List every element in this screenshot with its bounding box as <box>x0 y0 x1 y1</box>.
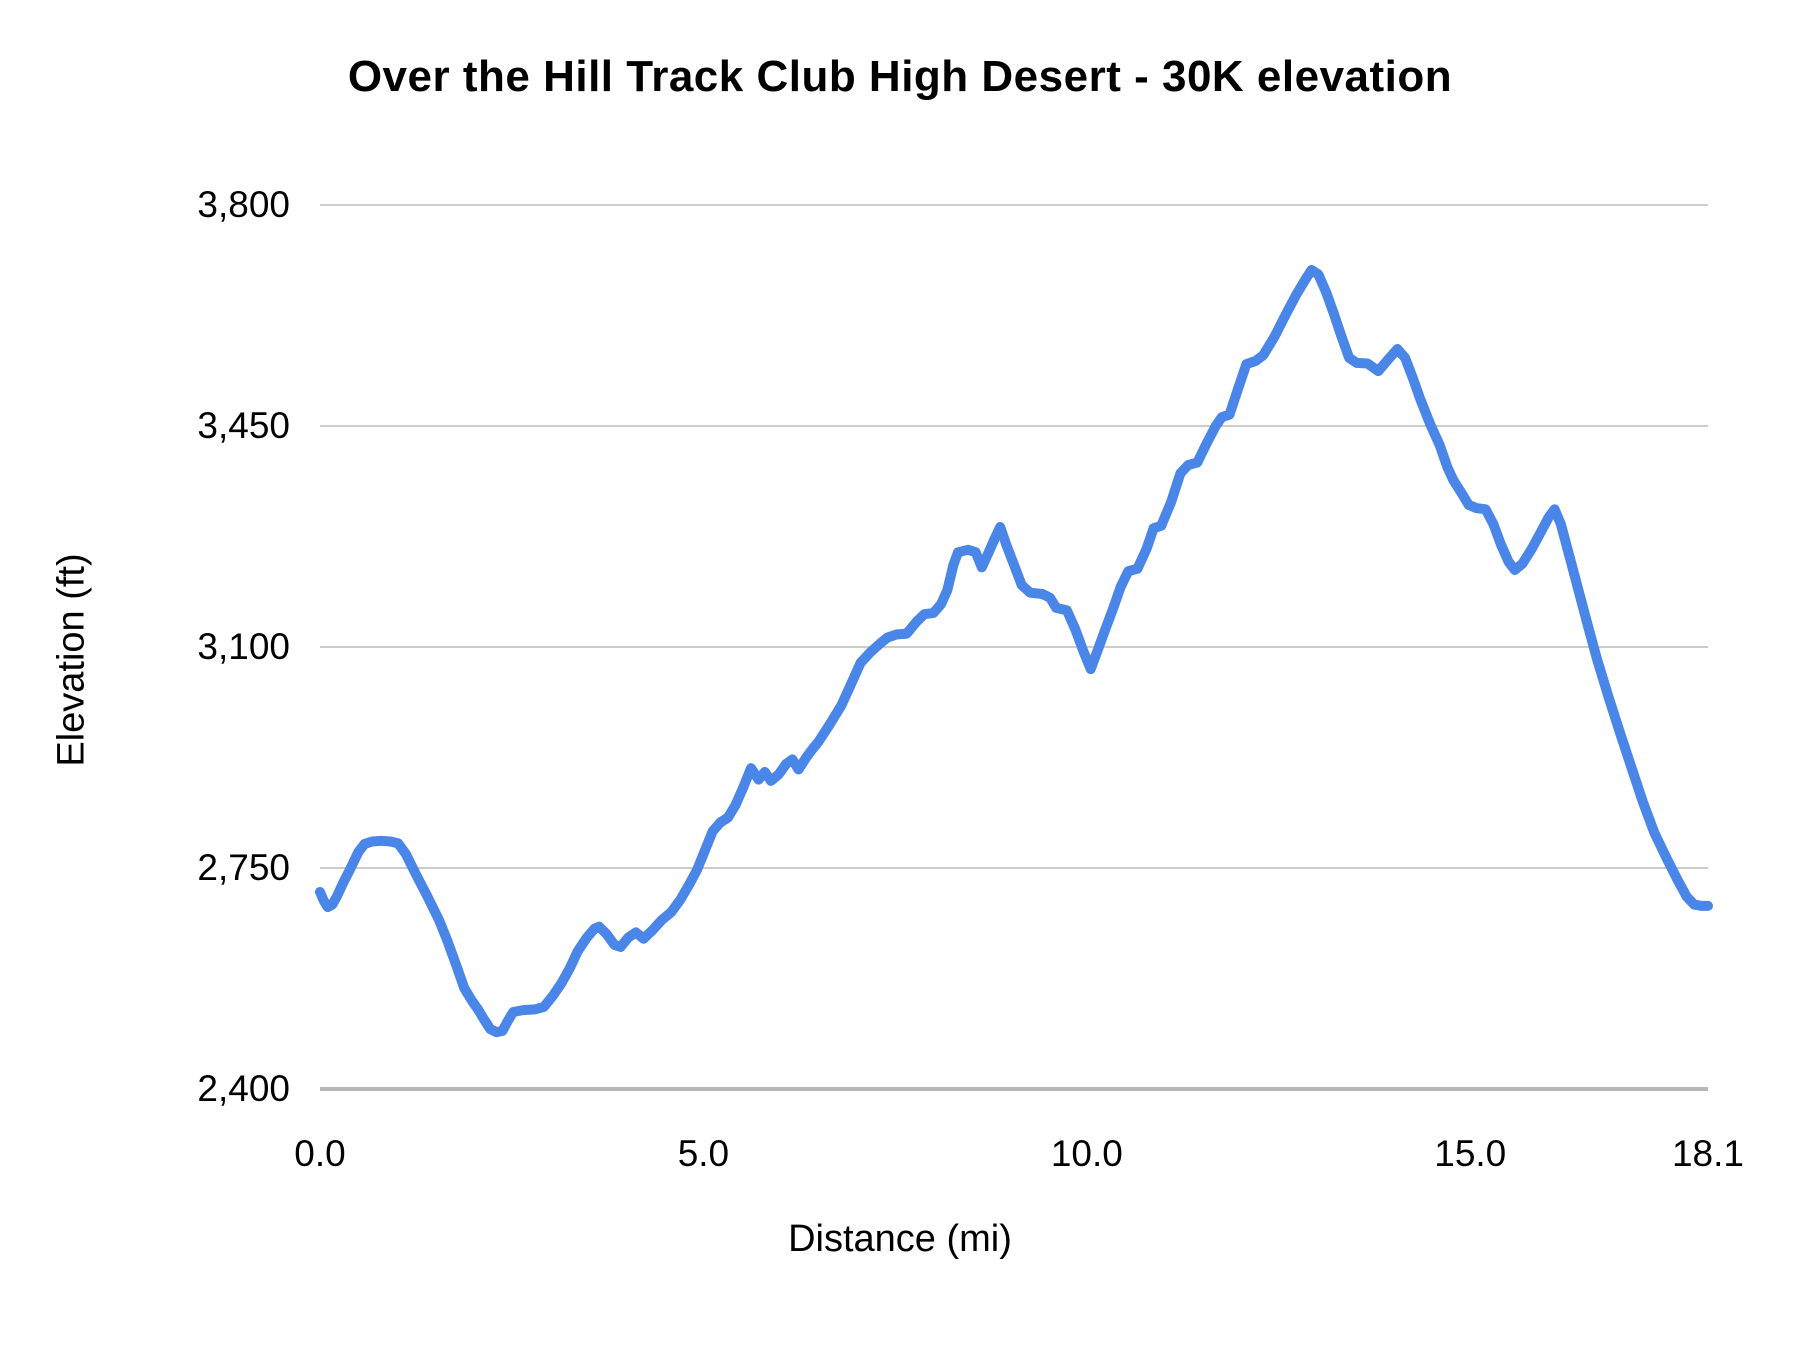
x-tick-label: 0.0 <box>294 1133 346 1174</box>
x-tick-label: 10.0 <box>1050 1133 1123 1174</box>
chart-title: Over the Hill Track Club High Desert - 3… <box>347 52 1453 101</box>
x-axis-title: Distance (mi) <box>788 1218 1012 1260</box>
elevation-line-series <box>315 265 1713 1038</box>
y-tick-label: 2,750 <box>197 847 290 888</box>
x-tick-label: 15.0 <box>1434 1133 1507 1174</box>
x-tick-label: 18.1 <box>1671 1133 1744 1174</box>
y-tick-label: 3,450 <box>197 405 290 446</box>
x-tick-label: 5.0 <box>677 1133 730 1174</box>
y-tick-label: 3,100 <box>197 626 290 667</box>
y-tick-label: 3,800 <box>197 184 290 225</box>
y-tick-label: 2,400 <box>197 1068 290 1109</box>
